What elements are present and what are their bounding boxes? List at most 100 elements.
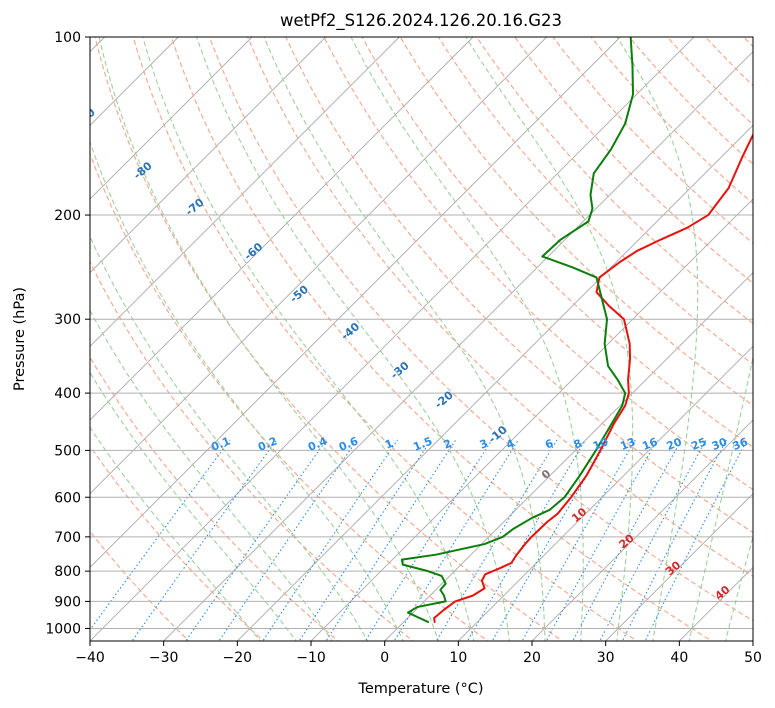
- pressure-grid: [90, 37, 753, 629]
- mixing-ratio-line: [131, 439, 278, 641]
- isotherm-line: [237, 124, 753, 641]
- moist-adiabat-line: [761, 37, 775, 643]
- plot-frame: [89, 36, 754, 642]
- dry-adiabat-label: -90: [74, 105, 98, 128]
- y-tick-label: 1000: [45, 621, 81, 637]
- y-tick-label: 500: [54, 443, 81, 459]
- mixing-ratio-line: [644, 439, 748, 641]
- mixing-ratio-label: 8: [572, 437, 584, 452]
- dry-adiabat-label: -100: [0, 49, 29, 77]
- moist-adiabat-label: 20: [617, 531, 637, 551]
- chart-title: wetPf2_S126.2024.126.20.16.G23: [280, 11, 562, 31]
- isotherm-line: [384, 272, 753, 641]
- isotherm-line: [90, 37, 547, 495]
- x-tick-label: 30: [597, 650, 615, 666]
- mixing-ratio-label: 0.1: [209, 434, 232, 453]
- x-tick-label: 20: [523, 650, 541, 666]
- x-axis: −40 −30 −20 −10 0 10 20 30 40 50: [75, 641, 762, 666]
- dry-adiabat-line: [170, 37, 713, 641]
- dry-adiabat-label: -40: [339, 320, 363, 343]
- sounding-series: [400, 37, 753, 623]
- y-tick-label: 100: [54, 30, 81, 46]
- y-tick-label: 600: [54, 490, 81, 506]
- x-tick-label: 40: [670, 650, 688, 666]
- dry-adiabat-label: -80: [131, 159, 155, 182]
- y-tick-label: 200: [54, 208, 81, 224]
- isotherm-line: [605, 493, 753, 641]
- dry-adiabat-line: [285, 37, 753, 534]
- isotherm-line: [90, 37, 621, 568]
- mixing-ratio-label: 20: [665, 435, 684, 453]
- mixing-ratio-line: [325, 439, 457, 641]
- isotherm-line: [90, 37, 326, 274]
- isotherm-line: [752, 640, 753, 641]
- y-tick-label: 900: [54, 594, 81, 610]
- moist-adiabat-line: [90, 235, 369, 641]
- moist-adiabat-line: [465, 37, 634, 641]
- isotherm-grid: [90, 37, 753, 641]
- mixing-ratio-line: [298, 439, 432, 641]
- dry-adiabat-line: [90, 356, 340, 641]
- mixing-ratio-label: 1.5: [411, 434, 434, 453]
- dry-adiabat-label: -30: [388, 359, 412, 382]
- dry-adiabat-line: [90, 152, 489, 641]
- dry-adiabat-line: [361, 37, 753, 448]
- mixing-ratio-label: 2: [442, 437, 454, 452]
- isotherm-line: [90, 37, 695, 641]
- dry-adiabat-line: [132, 37, 639, 641]
- mixing-ratio-line: [621, 439, 727, 641]
- isotherm-line: [90, 37, 400, 347]
- mixing-ratio-label: 0.6: [337, 434, 360, 453]
- x-axis-title: Temperature (°C): [357, 681, 483, 697]
- mixing-ratio-line: [572, 439, 682, 641]
- x-tick-label: 50: [744, 650, 762, 666]
- y-axis: 100 200 300 400 500 600 700 800 900 1000: [45, 30, 90, 637]
- mixing-ratio-label: 10: [591, 435, 610, 453]
- dry-adiabat-line: [90, 445, 265, 641]
- mixing-ratio-label: 30: [710, 435, 729, 453]
- mixing-ratio-line: [466, 439, 586, 641]
- dry-adiabats: [90, 24, 775, 644]
- moist-adiabats: [90, 37, 775, 643]
- y-tick-label: 800: [54, 564, 81, 580]
- x-tick-label: 0: [380, 650, 389, 666]
- isotherm-line: [163, 51, 753, 641]
- mixing-ratio-line: [491, 439, 609, 641]
- moist-adiabat-line: [90, 309, 333, 641]
- temperature-line: [433, 132, 753, 623]
- moist-adiabat-line: [90, 371, 297, 641]
- mixing-ratio-label: 25: [689, 435, 708, 453]
- isotherm-line: [531, 419, 753, 641]
- dry-adiabat-label: -60: [242, 240, 266, 263]
- mixing-ratio-label: 1: [383, 437, 395, 452]
- dry-adiabat-line: [437, 37, 753, 365]
- mixing-ratio-line: [599, 439, 707, 641]
- dry-adiabat-line: [514, 37, 753, 284]
- dry-adiabat-line: [590, 37, 753, 205]
- isotherm-line: [310, 198, 753, 641]
- y-tick-label: 700: [54, 530, 81, 546]
- moist-adiabat-line: [688, 354, 753, 641]
- moist-adiabat-label: 10: [569, 505, 589, 525]
- mixing-ratio-line: [218, 439, 358, 641]
- dry-adiabat-line: [704, 37, 753, 87]
- moist-adiabat-line: [90, 140, 404, 641]
- mixing-ratio-line: [262, 439, 399, 641]
- dry-adiabat-line: [552, 37, 753, 244]
- x-tick-label: −40: [75, 650, 105, 666]
- isotherm-line: [679, 566, 753, 641]
- mixing-ratio-label: 0.2: [256, 435, 279, 454]
- mixing-ratio-label: 16: [640, 435, 659, 453]
- isotherm-line: [458, 345, 753, 641]
- mixing-ratio-label: 13: [618, 435, 637, 453]
- dry-adiabat-label: -50: [287, 283, 311, 306]
- moist-adiabat-line: [98, 37, 440, 641]
- x-tick-label: 10: [449, 650, 467, 666]
- dry-adiabat-line: [769, 24, 775, 644]
- dry-adiabat-label: -20: [432, 388, 456, 411]
- isotherm-line: [90, 37, 474, 421]
- dewpoint-line: [400, 37, 634, 623]
- isotherm-line: [90, 37, 253, 200]
